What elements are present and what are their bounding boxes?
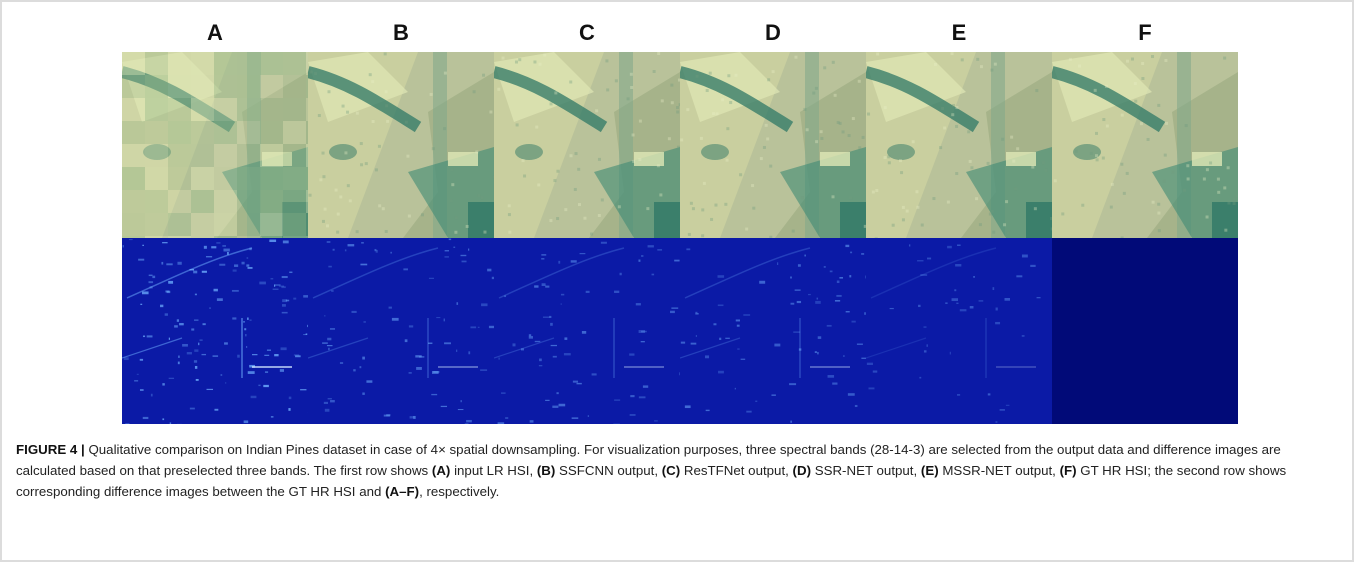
caption-text: Qualitative comparison on Indian Pines d…: [16, 442, 1281, 478]
diff-panel-e: [866, 238, 1052, 424]
rgb-panel-d: [680, 52, 866, 238]
rgb-image-d: [680, 52, 866, 238]
caption-desc-e: MSSR-NET output,: [938, 463, 1060, 478]
caption-desc-b: SSFCNN output,: [555, 463, 662, 478]
caption-desc-c: ResTFNet output,: [680, 463, 793, 478]
rgb-panel-c: [494, 52, 680, 238]
caption-desc-a: input LR HSI,: [450, 463, 537, 478]
diff-image-a: [122, 238, 308, 424]
diff-panel-f: [1052, 238, 1238, 424]
diff-image-b: [308, 238, 494, 424]
diff-image-d: [680, 238, 866, 424]
caption-marker-f: (F): [1059, 463, 1077, 478]
rgb-image-f: [1052, 52, 1238, 238]
caption-desc-f: GT HR HSI; the second row shows correspo…: [16, 463, 1287, 499]
column-label-d: D: [765, 20, 781, 45]
rgb-image-e: [866, 52, 1052, 238]
diff-panel-a: [122, 238, 308, 424]
rgb-panel-b: [308, 52, 494, 238]
rgb-panel-a: [122, 52, 308, 238]
diff-image-e: [866, 238, 1052, 424]
column-label-c: C: [579, 20, 595, 45]
caption-marker-e: (E): [920, 463, 939, 478]
diff-image-c: [494, 238, 680, 424]
caption-marker-c: (C): [661, 463, 681, 478]
column-label-e: E: [951, 20, 967, 45]
column-label-a: A: [207, 20, 223, 45]
rgb-image-c: [494, 52, 680, 238]
caption-marker-a-f: (A–F): [385, 484, 420, 499]
rgb-image-b: [308, 52, 494, 238]
caption-desc-d: SSR-NET output,: [811, 463, 921, 478]
diff-image-f: [1052, 238, 1238, 424]
caption-marker-d: (D): [792, 463, 812, 478]
diff-panel-d: [680, 238, 866, 424]
rgb-panel-e: [866, 52, 1052, 238]
caption-figure-label: FIGURE 4 |: [16, 442, 85, 457]
column-label-f: F: [1138, 20, 1152, 45]
diff-panel-b: [308, 238, 494, 424]
rgb-image-a: [122, 52, 308, 238]
caption-end: , respectively.: [419, 484, 500, 499]
figure-caption: FIGURE 4 | Qualitative comparison on Ind…: [16, 439, 1334, 502]
column-label-b: B: [393, 20, 409, 45]
diff-panel-c: [494, 238, 680, 424]
caption-marker-b: (B): [536, 463, 556, 478]
rgb-panel-f: [1052, 52, 1238, 238]
caption-marker-a: (A): [431, 463, 451, 478]
